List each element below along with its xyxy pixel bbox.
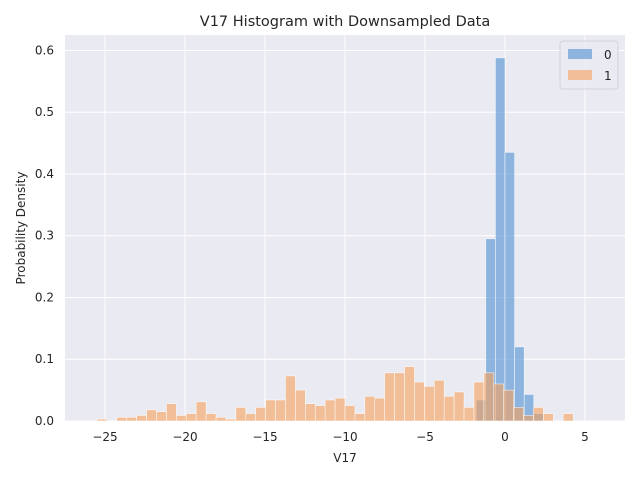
y-tick-label: 0.6 — [35, 43, 54, 57]
histogram-bar — [473, 381, 485, 422]
histogram-bar — [225, 418, 237, 422]
y-axis-label: Probability Density — [14, 172, 28, 285]
histogram-bar — [156, 411, 167, 422]
histogram-bar — [543, 413, 554, 422]
legend-label: 1 — [604, 69, 612, 83]
x-tick-label: −20 — [172, 430, 197, 444]
histogram-bar — [285, 375, 296, 422]
histogram-bar — [215, 416, 227, 422]
histogram-bar — [523, 415, 534, 422]
histogram-bar — [433, 379, 445, 422]
histogram-bar — [354, 413, 366, 422]
y-tick-label: 0.3 — [35, 229, 54, 243]
histogram-bar — [443, 395, 455, 422]
histogram-bar — [275, 399, 286, 422]
histogram-bar — [146, 409, 157, 422]
histogram-bar — [364, 395, 376, 422]
x-tick-label: −5 — [416, 430, 434, 444]
histogram-bar — [205, 413, 217, 422]
histogram-bar — [295, 389, 306, 422]
histogram-bar — [96, 418, 108, 422]
y-tick-label: 0.4 — [35, 167, 54, 181]
x-tick-label: −10 — [332, 430, 357, 444]
histogram-bar — [176, 415, 187, 422]
x-axis-label: V17 — [333, 451, 356, 465]
histogram-bar — [305, 403, 316, 422]
histogram-bar — [344, 405, 356, 422]
histogram-bar — [504, 152, 515, 422]
x-tick-label: −15 — [252, 430, 277, 444]
histogram-bar — [334, 397, 346, 422]
histogram-bar — [384, 372, 395, 422]
histogram-bar — [374, 397, 385, 422]
y-tick-label: 0.5 — [35, 105, 54, 119]
histogram-bar — [503, 389, 514, 422]
histogram-bar — [185, 413, 197, 422]
histogram-bar — [235, 407, 247, 422]
y-tick-label: 0.0 — [35, 414, 54, 428]
histogram-bar — [245, 413, 257, 422]
histogram-bar — [463, 407, 475, 422]
histogram-bar — [195, 401, 207, 422]
histogram-bar — [513, 407, 524, 422]
y-tick-label: 0.1 — [35, 352, 54, 366]
histogram-bar — [533, 407, 544, 422]
x-tick-label: 5 — [581, 430, 589, 444]
histogram-bar — [414, 381, 425, 422]
histogram-bar — [324, 399, 336, 422]
y-tick-label: 0.2 — [35, 290, 54, 304]
histogram-bar — [453, 391, 465, 422]
legend-swatch — [568, 49, 592, 59]
histogram-bar — [562, 413, 574, 422]
x-tick-label: 0 — [501, 430, 509, 444]
histogram-bar — [126, 416, 137, 422]
histogram-bar — [424, 386, 435, 422]
histogram-bar — [404, 366, 415, 422]
legend-label: 0 — [604, 48, 612, 62]
chart-title: V17 Histogram with Downsampled Data — [200, 14, 490, 30]
histogram-bar — [483, 372, 495, 422]
histogram-bar — [394, 372, 405, 422]
histogram-bar — [116, 416, 128, 422]
legend-swatch — [568, 70, 592, 80]
histogram-bar — [136, 415, 147, 422]
histogram-bar — [255, 407, 266, 422]
x-tick-label: −25 — [92, 430, 117, 444]
histogram-bar — [493, 383, 505, 422]
histogram-bar — [314, 405, 326, 422]
histogram-bar — [166, 403, 177, 422]
histogram-bar — [495, 57, 506, 422]
histogram-bar — [265, 399, 276, 422]
